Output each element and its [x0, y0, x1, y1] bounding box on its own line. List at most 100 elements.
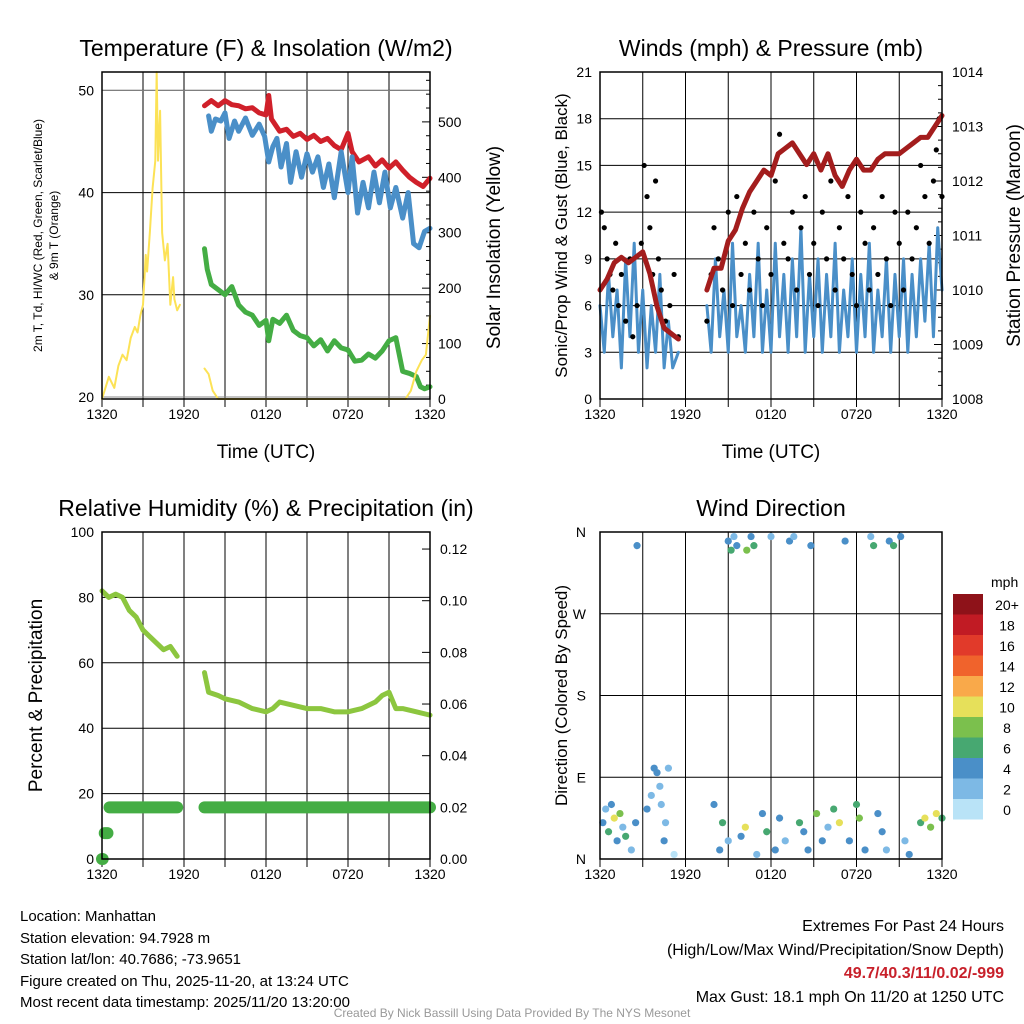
gust-point: [933, 147, 939, 153]
gust-point: [823, 256, 830, 262]
extremes: Extremes For Past 24 Hours (High/Low/Max…: [667, 915, 1004, 1009]
x-tick-label: 0120: [250, 406, 281, 422]
gust-point: [711, 225, 717, 231]
direction-point: [889, 542, 898, 550]
x-tick-label: 0720: [841, 406, 872, 422]
y2-tick-label: 1012: [952, 173, 983, 189]
gust-point: [751, 209, 757, 215]
series-rh: [202, 670, 433, 718]
gust-point: [858, 209, 864, 215]
y-tick-label: N: [576, 524, 586, 540]
direction-point: [627, 846, 635, 854]
max-gust: Max Gust: 18.1 mph On 11/20 at 1250 UTC: [695, 988, 1004, 1006]
gust-point: [734, 193, 740, 200]
direction-point: [882, 846, 891, 854]
direction-point: [613, 837, 621, 845]
gust-point: [811, 240, 817, 246]
direction-point: [921, 814, 929, 822]
direction-point: [781, 837, 789, 845]
gust-point: [879, 193, 885, 200]
legend-swatch: [953, 635, 983, 656]
gust-point: [747, 287, 753, 293]
chart-title: Relative Humidity (%) & Precipitation (i…: [58, 495, 473, 521]
direction-point: [661, 819, 670, 827]
y2-tick-label: 400: [438, 169, 462, 185]
gust-point: [845, 193, 851, 200]
x-tick-label: 0720: [332, 866, 363, 882]
gust-point: [781, 240, 787, 246]
direction-point: [710, 800, 718, 809]
direction-point: [610, 814, 618, 822]
chart-title: Winds (mph) & Pressure (mb): [619, 35, 923, 61]
direction-point: [727, 546, 735, 554]
y2-tick-label: 100: [438, 336, 462, 352]
series-2m-t: [202, 93, 433, 189]
x-tick-label: 1920: [670, 406, 701, 422]
credit: Created By Nick Bassill Using Data Provi…: [333, 1006, 691, 1020]
legend-label: 18: [999, 618, 1015, 634]
gust-point: [634, 302, 640, 309]
direction-point: [927, 823, 935, 831]
y-tick-label: N: [576, 851, 586, 867]
series-hi-wc: [206, 110, 433, 251]
x-tick-label: 1320: [584, 406, 615, 422]
direction-point: [604, 828, 613, 836]
direction-point: [716, 846, 724, 854]
gust-point: [658, 287, 664, 293]
direction-point: [599, 819, 607, 827]
gust-point: [715, 256, 721, 262]
y2-tick-label: 1009: [952, 337, 983, 353]
x-tick-label: 0120: [755, 866, 786, 882]
legend-swatch: [953, 778, 983, 799]
gust-point: [918, 162, 924, 169]
y-tick-label: 40: [78, 720, 94, 736]
station-info: Location: Manhattan Station elevation: 9…: [20, 906, 350, 1014]
y-tick-label: 0: [86, 851, 94, 867]
gust-point: [888, 302, 894, 309]
direction-point: [905, 850, 913, 859]
direction-point: [737, 832, 745, 840]
direction-point: [724, 837, 732, 845]
direction-point: [743, 546, 751, 554]
gust-point: [862, 240, 868, 246]
gust-point: [900, 287, 907, 293]
direction-point: [835, 819, 844, 827]
direction-point: [670, 850, 678, 859]
gust-point: [789, 209, 795, 215]
direction-point: [718, 819, 727, 827]
y-tick-label: 9: [584, 251, 592, 267]
gust-point: [871, 225, 877, 231]
gust-point: [836, 225, 843, 231]
gust-point: [655, 256, 662, 262]
extremes-subtitle: (High/Low/Max Wind/Precipitation/Snow De…: [666, 941, 1004, 959]
legend-swatch: [953, 655, 983, 676]
direction-point: [647, 791, 655, 800]
recent-timestamp: Most recent data timestamp: 2025/11/20 1…: [20, 994, 350, 1011]
gust-point: [630, 334, 636, 340]
gust-point: [667, 302, 673, 309]
x-tick-label: 1320: [414, 866, 445, 882]
legend-label: 16: [999, 638, 1015, 654]
series-wind: [705, 226, 944, 354]
y2-axis-label: Solar Insolation (Yellow): [484, 146, 505, 349]
y-tick-label: 60: [78, 655, 94, 671]
y-tick-label: 3: [584, 344, 592, 360]
gust-point: [798, 225, 804, 231]
y-axis-label: & 9m T (Orange): [47, 191, 61, 281]
gust-point: [644, 193, 650, 200]
gust-point: [930, 178, 937, 184]
y-tick-label: 21: [576, 64, 592, 80]
y-tick-label: 12: [576, 204, 592, 220]
direction-point: [874, 809, 882, 818]
y2-tick-label: 1011: [952, 228, 982, 244]
gust-point: [738, 271, 744, 278]
gust-point: [785, 256, 791, 262]
gust-point: [802, 193, 808, 200]
y2-tick-label: 0.06: [440, 696, 467, 712]
y2-tick-label: 0: [438, 391, 446, 407]
y-axis-label: Sonic/Prop Wind & Gust (Blue, Black): [552, 93, 571, 377]
direction-point: [771, 846, 779, 854]
direction-point: [747, 532, 755, 541]
x-axis-label: Time (UTC): [722, 442, 821, 463]
direction-point: [616, 809, 624, 818]
